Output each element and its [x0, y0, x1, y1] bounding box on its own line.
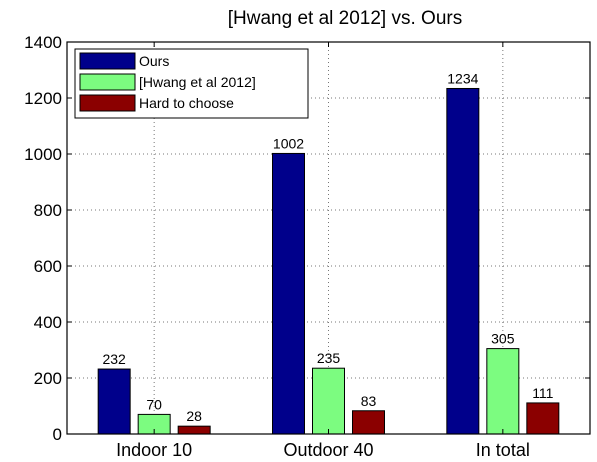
data-label: 235 [317, 350, 341, 366]
legend-label: Ours [139, 53, 169, 69]
data-label: 83 [361, 393, 377, 409]
data-label: 232 [102, 351, 126, 367]
legend-swatch [79, 94, 136, 112]
bar [526, 402, 560, 435]
data-label: 1002 [273, 135, 304, 151]
data-label: 28 [186, 408, 202, 424]
data-label: 70 [146, 396, 162, 412]
chart-title: [Hwang et al 2012] vs. Ours [228, 8, 462, 29]
legend-label: [Hwang et al 2012] [139, 74, 256, 90]
y-tick-label: 200 [34, 369, 62, 388]
y-tick-label: 1000 [24, 145, 62, 164]
y-tick-label: 0 [53, 425, 62, 444]
data-labels: 232 70 28 1002 235 83 1234 305 111 [102, 70, 553, 424]
legend: Ours [Hwang et al 2012] Hard to choose [74, 48, 309, 119]
y-tick-label: 600 [34, 257, 62, 276]
y-tick-label: 1200 [24, 89, 62, 108]
y-axis-ticks: 0 200 400 600 800 1000 1200 1400 [24, 33, 590, 444]
grid-lines [67, 42, 590, 434]
legend-label: Hard to choose [139, 95, 234, 111]
x-tick-label: Outdoor 40 [283, 440, 373, 460]
x-tick-label: Indoor 10 [116, 440, 192, 460]
bar [352, 410, 385, 435]
bar [486, 348, 520, 435]
legend-swatch [79, 73, 136, 91]
data-label: 305 [491, 331, 515, 347]
y-tick-label: 800 [34, 201, 62, 220]
y-tick-label: 1400 [24, 33, 62, 52]
x-axis-ticks: Indoor 10 Outdoor 40 In total [116, 42, 530, 460]
data-label: 1234 [447, 70, 478, 86]
y-tick-label: 400 [34, 313, 62, 332]
bar [272, 152, 305, 435]
bars [97, 87, 560, 435]
legend-swatch [79, 52, 136, 70]
bar [97, 368, 131, 435]
bar [446, 87, 480, 435]
data-label: 111 [532, 385, 553, 401]
bar [312, 367, 345, 435]
x-tick-label: In total [476, 440, 530, 460]
bar [177, 425, 211, 435]
